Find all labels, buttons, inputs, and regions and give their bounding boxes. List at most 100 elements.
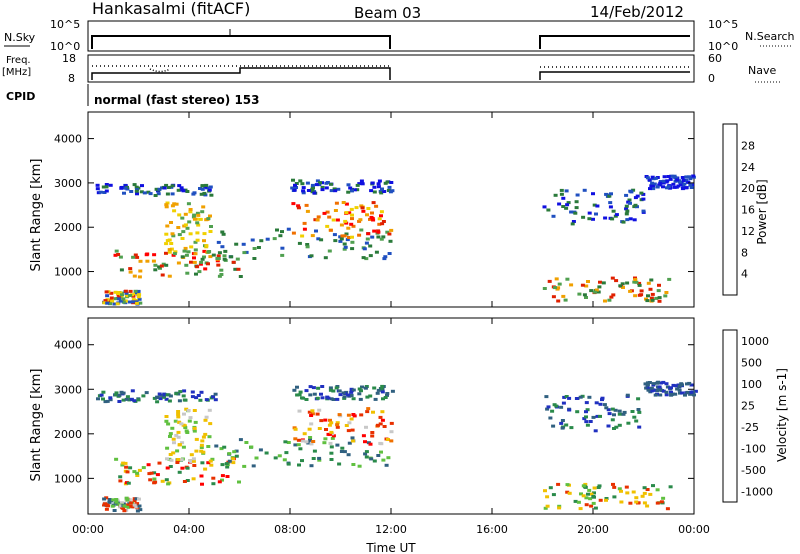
data-cell (176, 415, 181, 419)
data-cell (595, 414, 600, 418)
data-cell (344, 211, 349, 215)
data-cell (573, 499, 578, 503)
data-cell (637, 410, 642, 414)
data-cell (650, 181, 655, 185)
data-cell (165, 446, 170, 450)
data-cell (339, 223, 344, 227)
data-cell (164, 242, 169, 246)
data-cell (120, 463, 125, 467)
data-cell (117, 393, 122, 397)
data-cell (624, 207, 629, 211)
data-cell (319, 392, 323, 396)
data-cell (118, 479, 123, 483)
data-cell (581, 484, 586, 488)
data-cell (376, 423, 380, 427)
data-cell (358, 218, 363, 222)
data-cell (200, 184, 205, 188)
data-cell (653, 393, 658, 397)
data-cell (176, 412, 181, 416)
data-cell (104, 189, 109, 193)
data-cell (561, 196, 566, 200)
nsearch-tick-top: 10^5 (708, 18, 738, 31)
data-cell (135, 255, 140, 259)
data-cell (383, 181, 388, 185)
data-cell (208, 459, 213, 463)
data-cell (164, 415, 169, 418)
data-cell (324, 186, 329, 190)
freq-unit: [MHz] (2, 67, 31, 78)
data-cell (145, 252, 150, 256)
data-cell (174, 392, 179, 396)
data-cell (125, 470, 130, 474)
data-cell (316, 386, 321, 390)
data-cell (242, 464, 247, 468)
data-cell (684, 186, 689, 190)
data-cell (280, 230, 284, 234)
data-cell (128, 294, 133, 297)
data-cell (635, 194, 640, 198)
data-cell (233, 267, 238, 271)
data-cell (386, 456, 391, 460)
data-cell (192, 217, 197, 221)
data-cell (309, 254, 314, 258)
data-cell (180, 466, 185, 470)
data-cell (304, 389, 309, 393)
data-cell (176, 392, 181, 396)
data-cell (114, 457, 119, 461)
data-cell (366, 207, 371, 210)
data-cell (290, 186, 295, 190)
data-cell (250, 238, 255, 242)
data-cell (114, 391, 119, 395)
data-cell (186, 409, 191, 412)
data-cell (382, 190, 387, 193)
data-cell (650, 175, 655, 179)
data-cell (181, 189, 186, 193)
data-cell (165, 393, 170, 397)
data-cell (377, 217, 382, 221)
data-cell (301, 191, 306, 195)
data-cell (101, 397, 105, 401)
data-cell (610, 418, 615, 422)
data-cell (199, 390, 204, 394)
data-cell (162, 393, 167, 396)
data-cell (320, 396, 325, 400)
data-cell (200, 210, 205, 214)
data-cell (347, 421, 352, 425)
data-cell (645, 381, 650, 385)
data-cell (310, 409, 315, 413)
data-cell (679, 383, 684, 387)
data-cell (334, 386, 339, 390)
data-cell (588, 497, 593, 501)
data-cell (193, 252, 198, 256)
data-cell (346, 393, 351, 397)
data-cell (645, 176, 650, 180)
data-cell (585, 408, 590, 412)
data-cell (359, 228, 364, 232)
data-cell (346, 429, 351, 433)
data-cell (585, 423, 590, 427)
data-cell (170, 204, 175, 208)
data-cell (381, 235, 386, 239)
data-cell (335, 421, 340, 425)
data-cell (173, 419, 178, 423)
data-cell (606, 424, 611, 428)
data-cell (370, 181, 375, 185)
data-cell (120, 506, 125, 510)
data-cell (165, 192, 170, 196)
data-cell (632, 415, 637, 419)
data-cell (181, 445, 186, 449)
data-cell (286, 462, 291, 466)
data-cell (153, 194, 158, 197)
data-cell (131, 298, 136, 302)
data-cell (134, 301, 139, 305)
data-cell (331, 434, 336, 438)
data-cell (363, 440, 367, 444)
data-cell (364, 425, 368, 429)
data-cell (198, 187, 202, 190)
data-cell (389, 181, 394, 184)
data-cell (295, 385, 299, 389)
data-cell (157, 265, 162, 269)
x-tick-label: 16:00 (476, 523, 508, 536)
data-cell (297, 409, 302, 413)
data-cell (129, 504, 134, 508)
